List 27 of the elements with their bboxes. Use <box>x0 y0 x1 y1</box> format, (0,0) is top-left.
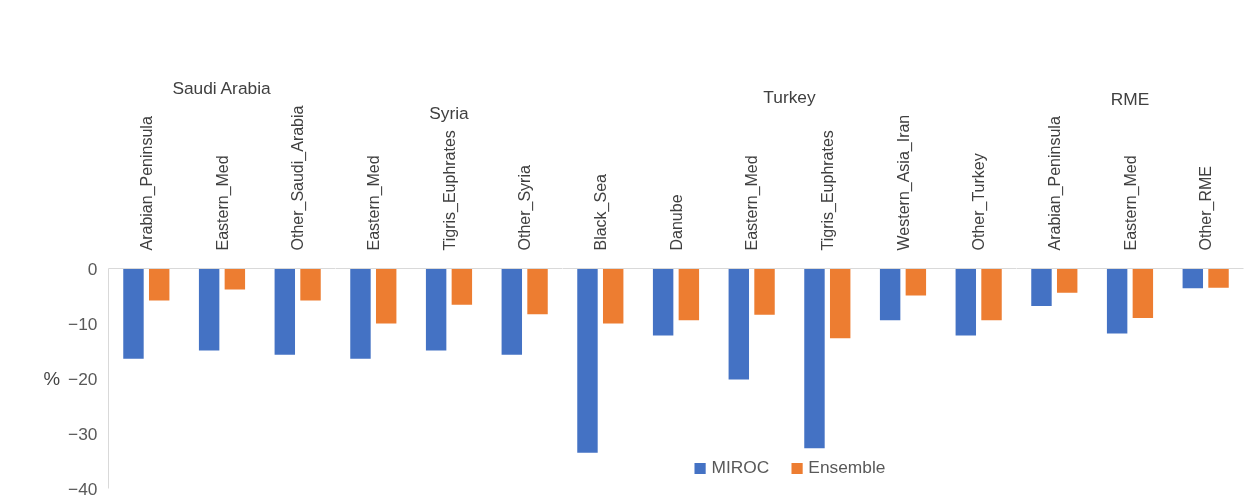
y-tick-label: 0 <box>87 258 98 279</box>
legend-label: Ensemble <box>808 457 886 478</box>
y-tick-label: −20 <box>68 368 98 389</box>
y-tick-label: −10 <box>68 313 98 334</box>
x-tick-label: Tigris_Euphrates <box>440 130 459 251</box>
x-tick-label: Eastern_Med <box>213 155 232 251</box>
x-tick-label: Arabian_Peninsula <box>137 116 156 251</box>
y-tick-label: −40 <box>68 478 98 499</box>
x-tick-label: Western_Asia_Iran <box>894 114 913 251</box>
x-tick-label: Eastern_Med <box>364 155 383 251</box>
y-axis-title: % <box>43 368 61 389</box>
y-tick-label: −30 <box>68 423 98 444</box>
chart-title: Turkey <box>763 86 816 107</box>
x-tick-label: Tigris_Euphrates <box>818 130 837 251</box>
x-tick-label: Other_Turkey <box>970 153 989 251</box>
chart-title: Syria <box>429 102 470 123</box>
x-tick-label: Arabian_Peninsula <box>1045 116 1064 251</box>
x-tick-label: Other_Saudi_Arabia <box>289 105 308 251</box>
x-tick-label: Danube <box>667 194 685 251</box>
x-tick-label: Black_Sea <box>591 173 610 251</box>
chart-title: Saudi Arabia <box>172 77 272 98</box>
x-tick-label: Eastern_Med <box>743 155 762 251</box>
legend-label: MIROC <box>711 457 770 478</box>
x-tick-label: Other_RME <box>1197 166 1216 251</box>
x-tick-label: Other_Syria <box>516 165 535 251</box>
chart-title: RME <box>1110 88 1150 109</box>
x-tick-label: Eastern_Med <box>1121 155 1140 251</box>
